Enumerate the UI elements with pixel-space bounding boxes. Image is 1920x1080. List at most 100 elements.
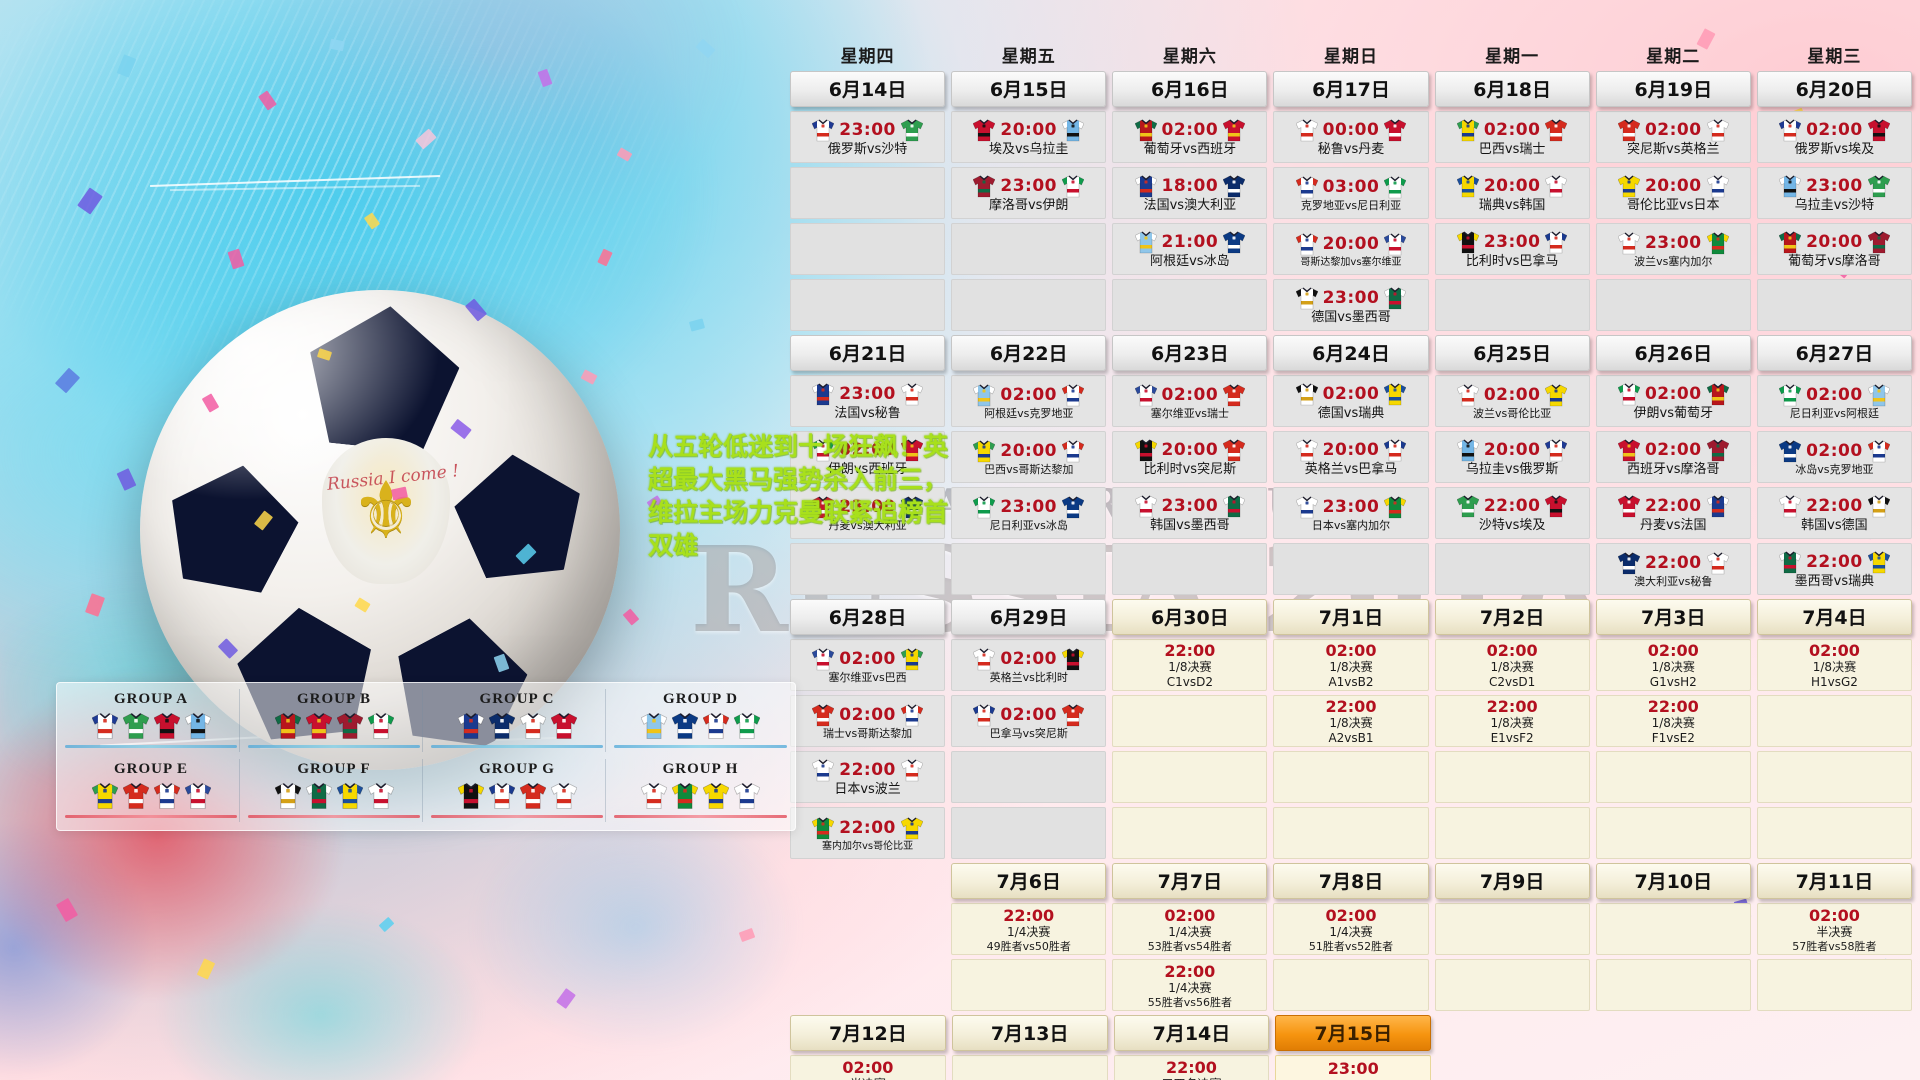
date-cell[interactable]: 7月15日 xyxy=(1275,1015,1432,1051)
knockout-match-slot[interactable]: 02:00 1/4决赛 53胜者vs54胜者 xyxy=(1112,903,1268,955)
match-slot[interactable]: 03:00 克罗地亚vs尼日利亚 xyxy=(1273,167,1429,219)
date-cell[interactable]: 6月20日 xyxy=(1756,71,1912,107)
knockout-match-slot[interactable]: 02:00 半决赛 57胜者vs58胜者 xyxy=(1756,903,1912,955)
match-slot[interactable]: 23:00 日本vs塞内加尔 xyxy=(1273,487,1429,539)
match-slot[interactable]: 23:00 摩洛哥vs伊朗 xyxy=(951,167,1107,219)
date-cell[interactable]: 7月12日 xyxy=(790,1015,946,1051)
group-box-group-h[interactable]: GROUP H xyxy=(612,759,789,822)
group-box-group-c[interactable]: GROUP C xyxy=(429,689,606,752)
knockout-match-slot[interactable]: 22:00 1/8决赛 E1vsF2 xyxy=(1434,695,1590,747)
match-slot[interactable]: 22:00 韩国vs德国 xyxy=(1756,487,1912,539)
knockout-match-slot[interactable]: 22:00 1/4决赛 55胜者vs56胜者 xyxy=(1112,959,1268,1011)
date-cell[interactable]: 6月25日 xyxy=(1434,335,1590,371)
group-box-group-g[interactable]: GROUP G xyxy=(429,759,606,822)
date-cell[interactable]: 6月18日 xyxy=(1434,71,1590,107)
date-cell[interactable]: 6月14日 xyxy=(790,71,946,107)
knockout-match-slot[interactable]: 02:00 1/8决赛 C2vsD1 xyxy=(1434,639,1590,691)
match-slot[interactable]: 02:00 尼日利亚vs阿根廷 xyxy=(1756,375,1912,427)
match-slot[interactable]: 20:00 哥斯达黎加vs塞尔维亚 xyxy=(1273,223,1429,275)
knockout-match-slot[interactable]: 22:00 1/8决赛 F1vsE2 xyxy=(1595,695,1751,747)
date-cell[interactable]: 6月23日 xyxy=(1112,335,1268,371)
match-slot[interactable]: 22:00 墨西哥vs瑞典 xyxy=(1756,543,1912,595)
match-slot[interactable]: 23:00 法国vs秘鲁 xyxy=(790,375,946,427)
date-cell[interactable]: 6月30日 xyxy=(1112,599,1268,635)
knockout-match-slot[interactable]: 23:00决赛 xyxy=(1275,1055,1432,1080)
match-slot[interactable]: 23:00 韩国vs墨西哥 xyxy=(1112,487,1268,539)
match-slot[interactable]: 23:00 波兰vs塞内加尔 xyxy=(1595,223,1751,275)
date-cell[interactable]: 7月4日 xyxy=(1756,599,1912,635)
match-slot[interactable]: 20:00 哥伦比亚vs日本 xyxy=(1595,167,1751,219)
match-slot[interactable]: 20:00 巴西vs哥斯达黎加 xyxy=(951,431,1107,483)
date-cell[interactable]: 6月24日 xyxy=(1273,335,1429,371)
match-slot[interactable]: 02:00 波兰vs哥伦比亚 xyxy=(1434,375,1590,427)
date-cell[interactable]: 7月10日 xyxy=(1595,863,1751,899)
date-cell[interactable]: 7月14日 xyxy=(1113,1015,1270,1051)
match-slot[interactable]: 02:00 巴拿马vs突尼斯 xyxy=(951,695,1107,747)
match-slot[interactable]: 20:00 乌拉圭vs俄罗斯 xyxy=(1434,431,1590,483)
knockout-match-slot[interactable]: 22:00三四名决赛61负者vs62负者 xyxy=(1113,1055,1270,1080)
date-cell[interactable]: 6月17日 xyxy=(1273,71,1429,107)
match-slot[interactable]: 02:00 阿根廷vs克罗地亚 xyxy=(951,375,1107,427)
date-cell[interactable]: 6月28日 xyxy=(790,599,946,635)
date-cell[interactable]: 7月11日 xyxy=(1756,863,1912,899)
match-slot[interactable]: 02:00 塞尔维亚vs瑞士 xyxy=(1112,375,1268,427)
match-slot[interactable]: 20:00 瑞典vs韩国 xyxy=(1434,167,1590,219)
group-box-group-a[interactable]: GROUP A xyxy=(63,689,240,752)
match-slot[interactable]: 22:00 沙特vs埃及 xyxy=(1434,487,1590,539)
match-slot[interactable]: 23:00 俄罗斯vs沙特 xyxy=(790,111,946,163)
match-slot[interactable]: 23:00 丹麦vs澳大利亚 xyxy=(790,487,946,539)
date-cell[interactable]: 7月1日 xyxy=(1273,599,1429,635)
match-slot[interactable]: 22:00 塞内加尔vs哥伦比亚 xyxy=(790,807,946,859)
date-cell[interactable]: 7月6日 xyxy=(951,863,1107,899)
group-box-group-e[interactable]: GROUP E xyxy=(63,759,240,822)
date-cell[interactable]: 7月13日 xyxy=(951,1015,1108,1051)
date-cell[interactable]: 7月3日 xyxy=(1595,599,1751,635)
match-slot[interactable]: 23:00 尼日利亚vs冰岛 xyxy=(951,487,1107,539)
match-slot[interactable]: 20:00 英格兰vs巴拿马 xyxy=(1273,431,1429,483)
group-box-group-d[interactable]: GROUP D xyxy=(612,689,789,752)
match-slot[interactable]: 20:00 葡萄牙vs摩洛哥 xyxy=(1756,223,1912,275)
match-slot[interactable]: 23:00 比利时vs巴拿马 xyxy=(1434,223,1590,275)
date-cell[interactable]: 7月8日 xyxy=(1273,863,1429,899)
date-cell[interactable]: 6月21日 xyxy=(790,335,946,371)
group-box-group-f[interactable]: GROUP F xyxy=(246,759,423,822)
match-slot[interactable]: 02:00 西班牙vs摩洛哥 xyxy=(1595,431,1751,483)
match-slot[interactable]: 02:00 俄罗斯vs埃及 xyxy=(1756,111,1912,163)
match-slot[interactable]: 21:00 阿根廷vs冰岛 xyxy=(1112,223,1268,275)
knockout-match-slot[interactable]: 02:00 1/4决赛 51胜者vs52胜者 xyxy=(1273,903,1429,955)
match-slot[interactable]: 22:00 日本vs波兰 xyxy=(790,751,946,803)
match-slot[interactable]: 00:00 秘鲁vs丹麦 xyxy=(1273,111,1429,163)
date-cell[interactable]: 6月26日 xyxy=(1595,335,1751,371)
knockout-match-slot[interactable]: 02:00半决赛59胜者vs60胜者 xyxy=(790,1055,946,1080)
knockout-match-slot[interactable]: 22:00 1/8决赛 C1vsD2 xyxy=(1112,639,1268,691)
match-slot[interactable]: 23:00 乌拉圭vs沙特 xyxy=(1756,167,1912,219)
date-cell[interactable]: 6月15日 xyxy=(951,71,1107,107)
date-cell[interactable]: 6月16日 xyxy=(1112,71,1268,107)
date-cell[interactable]: 6月19日 xyxy=(1595,71,1751,107)
match-slot[interactable]: 02:00 葡萄牙vs西班牙 xyxy=(1112,111,1268,163)
knockout-match-slot[interactable]: 02:00 1/8决赛 H1vsG2 xyxy=(1756,639,1912,691)
match-slot[interactable]: 02:00 巴西vs瑞士 xyxy=(1434,111,1590,163)
match-slot[interactable]: 02:00 英格兰vs比利时 xyxy=(951,639,1107,691)
date-cell[interactable]: 6月22日 xyxy=(951,335,1107,371)
knockout-match-slot[interactable]: 22:00 1/4决赛 49胜者vs50胜者 xyxy=(951,903,1107,955)
match-slot[interactable]: 02:00 瑞士vs哥斯达黎加 xyxy=(790,695,946,747)
date-cell[interactable]: 7月2日 xyxy=(1434,599,1590,635)
knockout-match-slot[interactable]: 22:00 1/8决赛 A2vsB1 xyxy=(1273,695,1429,747)
match-slot[interactable]: 22:00 澳大利亚vs秘鲁 xyxy=(1595,543,1751,595)
knockout-match-slot[interactable]: 02:00 1/8决赛 G1vsH2 xyxy=(1595,639,1751,691)
date-cell[interactable]: 6月29日 xyxy=(951,599,1107,635)
date-cell[interactable]: 6月27日 xyxy=(1756,335,1912,371)
match-slot[interactable]: 02:00 德国vs瑞典 xyxy=(1273,375,1429,427)
match-slot[interactable]: 23:00 德国vs墨西哥 xyxy=(1273,279,1429,331)
group-box-group-b[interactable]: GROUP B xyxy=(246,689,423,752)
match-slot[interactable]: 02:00 伊朗vs西班牙 xyxy=(790,431,946,483)
match-slot[interactable]: 02:00 冰岛vs克罗地亚 xyxy=(1756,431,1912,483)
match-slot[interactable]: 02:00 伊朗vs葡萄牙 xyxy=(1595,375,1751,427)
date-cell[interactable]: 7月7日 xyxy=(1112,863,1268,899)
match-slot[interactable]: 18:00 法国vs澳大利亚 xyxy=(1112,167,1268,219)
knockout-match-slot[interactable]: 02:00 1/8决赛 A1vsB2 xyxy=(1273,639,1429,691)
date-cell[interactable]: 7月9日 xyxy=(1434,863,1590,899)
match-slot[interactable]: 20:00 埃及vs乌拉圭 xyxy=(951,111,1107,163)
match-slot[interactable]: 02:00 塞尔维亚vs巴西 xyxy=(790,639,946,691)
